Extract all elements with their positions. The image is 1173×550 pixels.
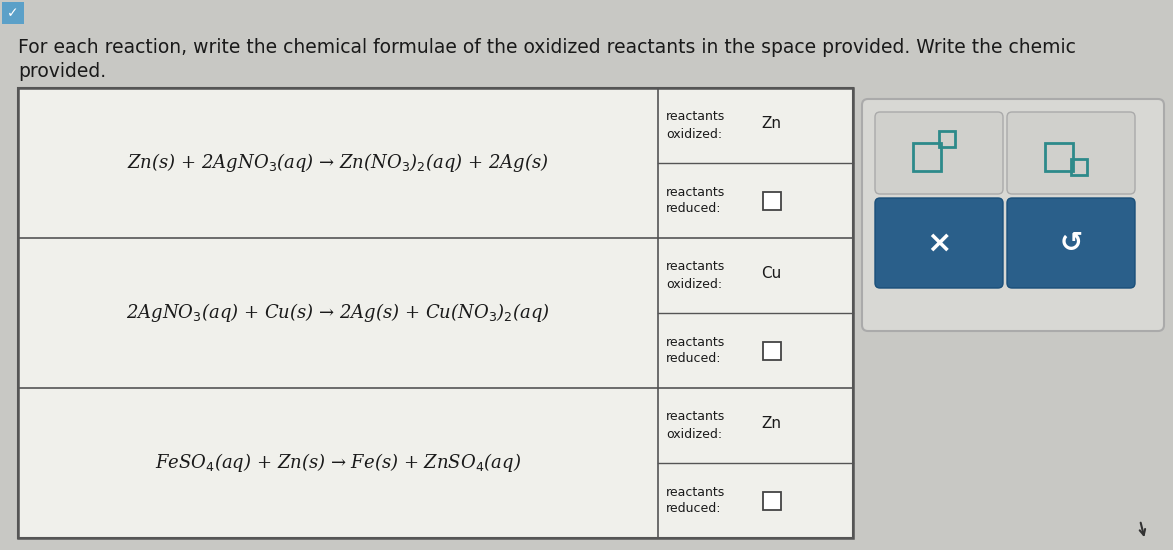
Text: reactants
reduced:: reactants reduced: — [666, 185, 725, 216]
Text: FeSO$_4$(aq) + Zn(s) → Fe(s) + ZnSO$_4$(aq): FeSO$_4$(aq) + Zn(s) → Fe(s) + ZnSO$_4$(… — [155, 452, 521, 475]
Bar — [1045, 143, 1073, 171]
Bar — [913, 143, 941, 171]
Text: provided.: provided. — [18, 62, 106, 81]
Text: reactants
oxidized:: reactants oxidized: — [666, 261, 725, 290]
Text: ✓: ✓ — [7, 6, 19, 20]
Text: reactants
reduced:: reactants reduced: — [666, 486, 725, 515]
Text: reactants
oxidized:: reactants oxidized: — [666, 111, 725, 140]
Text: ↺: ↺ — [1059, 229, 1083, 257]
FancyBboxPatch shape — [875, 198, 1003, 288]
FancyBboxPatch shape — [1006, 112, 1135, 194]
Text: 2AgNO$_3$(aq) + Cu(s) → 2Ag(s) + Cu(NO$_3$)$_2$(aq): 2AgNO$_3$(aq) + Cu(s) → 2Ag(s) + Cu(NO$_… — [126, 301, 550, 324]
FancyBboxPatch shape — [862, 99, 1164, 331]
Text: Zn: Zn — [761, 116, 781, 131]
Text: Zn: Zn — [761, 416, 781, 431]
Bar — [762, 492, 781, 509]
Bar — [762, 191, 781, 210]
Bar — [18, 88, 853, 538]
Text: For each reaction, write the chemical formulae of the oxidized reactants in the : For each reaction, write the chemical fo… — [18, 38, 1076, 57]
Bar — [762, 342, 781, 360]
Text: Zn(s) + 2AgNO$_3$(aq) → Zn(NO$_3$)$_2$(aq) + 2Ag(s): Zn(s) + 2AgNO$_3$(aq) → Zn(NO$_3$)$_2$(a… — [127, 151, 549, 174]
Bar — [2, 2, 23, 24]
Bar — [940, 131, 955, 147]
Text: reactants
reduced:: reactants reduced: — [666, 336, 725, 366]
Text: ×: × — [927, 228, 951, 257]
Bar — [1071, 159, 1087, 175]
Bar — [18, 88, 853, 538]
Text: Cu: Cu — [761, 266, 781, 281]
FancyBboxPatch shape — [875, 112, 1003, 194]
Text: reactants
oxidized:: reactants oxidized: — [666, 410, 725, 441]
FancyBboxPatch shape — [1006, 198, 1135, 288]
